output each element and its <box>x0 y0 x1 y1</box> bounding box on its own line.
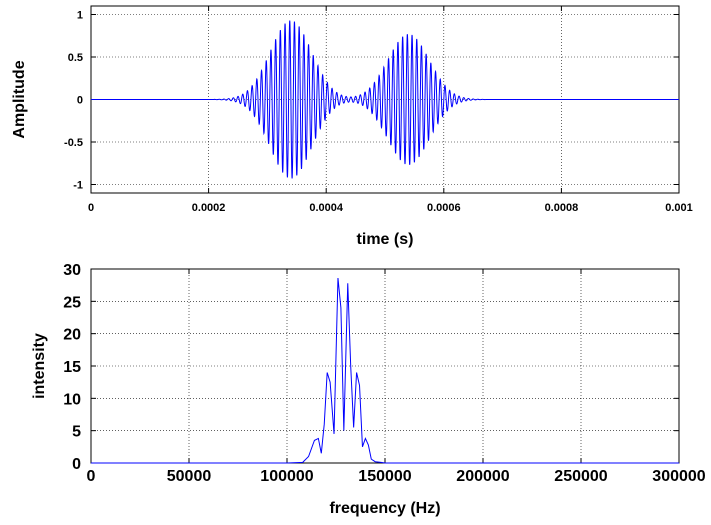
spectrum-ticks: 0 50000 100000 150000 200000 250000 300000 0 5 10… <box>63 262 706 485</box>
amplitude-y-tick-label: 1 <box>77 10 83 22</box>
spectrum-chart: 0 50000 100000 150000 200000 250000 300000 0 5 10… <box>31 262 706 517</box>
spectrum-series-line <box>91 278 679 464</box>
amplitude-chart: 0 0.0002 0.0004 0.0006 0.0008 0.001 -1 -0.5 0 0.5… <box>11 5 693 248</box>
spectrum-x-tick-label: 50000 <box>167 468 212 485</box>
amplitude-x-axis-label: time (s) <box>357 231 414 248</box>
spectrum-y-tick-label: 0 <box>72 456 81 473</box>
spectrum-y-tick-label: 5 <box>72 424 81 441</box>
spectrum-x-axis-label: frequency (Hz) <box>329 500 440 517</box>
spectrum-x-tick-label: 100000 <box>260 468 313 485</box>
amplitude-x-tick-label: 0 <box>88 202 94 214</box>
amplitude-x-tick-label: 0.0006 <box>427 202 461 214</box>
amplitude-series-line <box>91 20 679 179</box>
spectrum-x-tick-label: 300000 <box>652 468 705 485</box>
amplitude-y-axis-label: Amplitude <box>11 60 28 138</box>
spectrum-x-tick-label: 200000 <box>456 468 509 485</box>
spectrum-y-tick-label: 10 <box>63 391 81 408</box>
amplitude-x-tick-label: 0.0008 <box>545 202 579 214</box>
spectrum-grid <box>91 269 679 463</box>
amplitude-ticks: 0 0.0002 0.0004 0.0006 0.0008 0.001 -1 -0.5 0 0.5… <box>64 6 693 214</box>
amplitude-y-tick-label: -0.5 <box>64 137 83 149</box>
amplitude-x-tick-label: 0.0004 <box>309 202 344 214</box>
spectrum-x-tick-label: 250000 <box>554 468 607 485</box>
spectrum-x-tick-label: 150000 <box>358 468 411 485</box>
spectrum-y-tick-label: 15 <box>63 359 81 376</box>
spectrum-y-tick-label: 30 <box>63 262 81 279</box>
amplitude-y-tick-label: 0.5 <box>68 52 83 64</box>
spectrum-y-axis-label: intensity <box>31 333 48 399</box>
spectrum-x-tick-label: 0 <box>87 468 96 485</box>
spectrum-y-tick-label: 20 <box>63 327 81 344</box>
amplitude-x-tick-label: 0.0002 <box>192 202 226 214</box>
amplitude-y-tick-label: 0 <box>77 95 83 107</box>
amplitude-y-tick-label: -1 <box>73 180 83 192</box>
spectrum-y-tick-label: 25 <box>63 294 81 311</box>
amplitude-x-tick-label: 0.001 <box>665 202 693 214</box>
